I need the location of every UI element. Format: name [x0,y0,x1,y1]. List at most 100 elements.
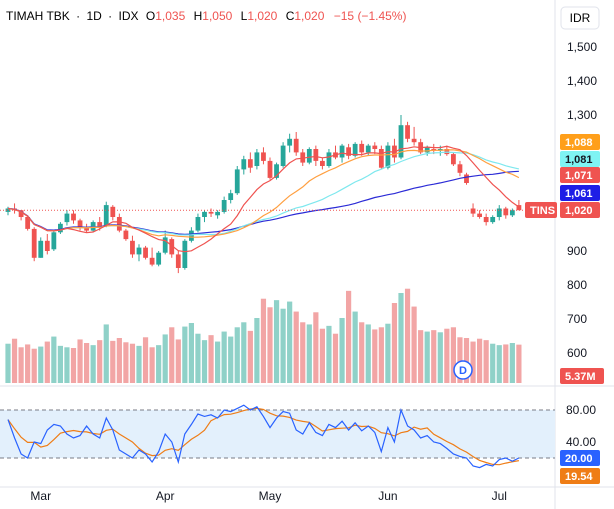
volume-bar [18,347,24,383]
volume-bar [175,339,181,383]
volume-bar [332,333,339,383]
volume-bar [221,331,227,383]
ma-fast-badge-label: 1,071 [565,170,593,182]
ma-mid-line [7,151,520,236]
volume-bar [385,323,391,383]
volume-bar [490,343,496,383]
moving-averages [7,145,520,253]
candle-body [365,145,371,153]
price-tick-label: 800 [567,278,587,292]
volume-bar [372,329,378,383]
candle-body [372,145,378,149]
candle-body [509,210,515,216]
candle-body [64,213,70,223]
volume-bar [228,336,234,383]
candle-body [267,160,273,178]
candle-body [169,239,175,255]
volume-bar [97,340,103,383]
volume-bar [129,343,136,383]
candle-body [405,125,410,139]
volume-bar [483,340,489,383]
candle-body [411,138,417,143]
rsi-line [7,404,520,469]
volume-bar [234,327,240,383]
candle-body [25,217,31,229]
volume-bar [57,345,63,383]
symbol-badge [525,202,557,218]
volume-bar [496,345,502,383]
open-label: O [146,9,155,23]
rsi-tick-label: 40.00 [566,435,596,449]
dividend-marker-icon[interactable] [453,360,473,380]
time-axis: Mar Apr May Jun Jul [30,489,507,503]
volume-bar [437,332,443,383]
volume-badge [560,368,604,384]
volume-bar [477,338,483,383]
price-tick-label: 1,300 [567,108,597,122]
ma-slow-line [7,149,520,238]
volume-bar [247,330,253,383]
candle-body [195,217,201,231]
candle-body [516,205,522,211]
candle-body [143,247,148,258]
currency-label: IDR [570,11,591,25]
rsi-ma-badge [560,468,600,484]
volume-bar [195,333,201,383]
chart-header: TIMAH TBK · 1D · IDX O1,035 H1,050 L1,02… [6,9,406,23]
candle-body [300,152,306,163]
candle-body [182,240,188,268]
volume-bar [431,330,437,383]
ma-long-badge-label: 1,061 [565,188,593,200]
rsi-axis: 80.00 40.00 [566,403,596,449]
candle-body [261,152,266,161]
candle-body [477,213,482,217]
candle-body [280,145,286,166]
change-value: −15 (−1.45%) [334,9,407,23]
volume-bar [516,344,522,383]
candle-body [175,254,181,268]
candle-body [77,220,83,228]
volume-bar [103,324,109,383]
candle-body [274,164,279,178]
volume-bar [156,345,162,383]
candlestick-series [5,115,522,274]
currency-button[interactable] [560,6,600,30]
volume-bar [64,347,70,383]
candle-body [326,152,332,166]
volume-bar [378,327,384,383]
volume-bar [280,308,286,383]
volume-bar [424,331,430,383]
volume-bar [319,328,325,383]
candle-body [31,228,37,258]
volume-bar [450,327,456,383]
volume-bar [215,341,221,383]
rsi-ma-badge-label: 19.54 [565,471,593,483]
volume-bar [51,336,57,383]
volume-bar [31,348,37,383]
volume-bar [457,337,463,383]
header-separator: · [108,9,112,23]
candle-body [496,208,502,217]
candle-body [221,200,227,212]
volume-bar [241,322,247,383]
volume-bar [411,306,417,383]
candle-body [424,147,430,153]
last-price-badge-label: 1,020 [565,205,593,217]
volume-bar [267,307,273,383]
rsi-badge [560,450,600,466]
candle-body [241,159,247,170]
candle-body [378,149,384,168]
ma-mid-badge [560,151,600,167]
candle-body [130,240,135,255]
symbol-name: TIMAH TBK [6,9,70,23]
low-label: L [241,9,248,23]
volume-badge-label: 5.37M [565,371,596,383]
price-badges: 1,088 1,081 1,071 1,061 TINS 1,020 5.37M 20.00 1… [525,134,604,484]
candle-body [451,154,456,165]
volume-bar [326,325,332,383]
volume-bar [116,338,122,383]
candle-body [71,213,76,221]
volume-bar [509,343,515,383]
candle-body [215,211,220,216]
candle-body [483,217,489,223]
